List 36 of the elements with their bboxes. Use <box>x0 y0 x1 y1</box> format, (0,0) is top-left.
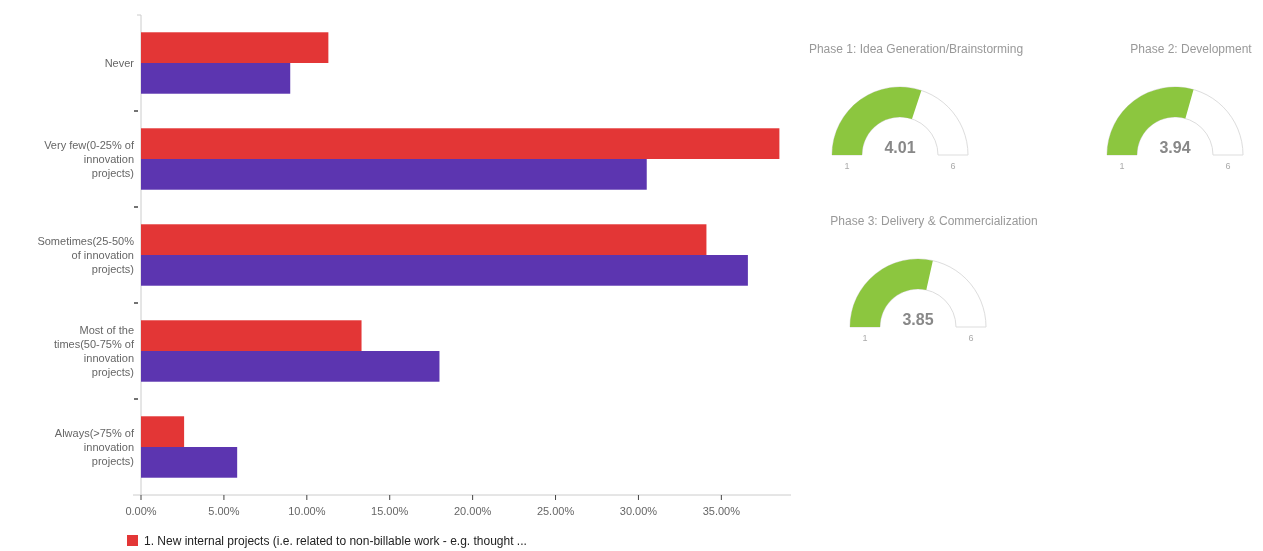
y-tick-label: Sometimes(25-50% of innovation projects) <box>37 234 135 275</box>
bar <box>141 63 291 94</box>
y-tick-label: Always(>75% of innovation projects) <box>54 426 135 467</box>
text: 1 <box>862 333 868 343</box>
text: 1 <box>844 161 850 171</box>
bar <box>141 32 329 63</box>
legend-label: 1. New internal projects (i.e. related to non-billable work - e.g. thought ... <box>144 534 527 548</box>
text: 6 <box>1225 161 1231 171</box>
data-label: 3.94 <box>1159 139 1191 156</box>
x-tick-label: 0.00% <box>125 505 157 517</box>
bar <box>141 416 185 447</box>
x-tick-label: 5.00% <box>208 505 240 517</box>
x-tick-label: 35.00% <box>702 505 741 517</box>
y-tick-label: Most of the times(50-75% of innovation projects) <box>53 323 135 378</box>
bar <box>141 224 707 255</box>
bar <box>141 255 748 286</box>
x-tick-label: 10.00% <box>288 505 326 517</box>
bar <box>141 320 362 351</box>
text: Phase 1: Idea Generation/Brainstorming <box>808 42 1024 56</box>
x-tick-label: 30.00% <box>619 505 658 517</box>
x-tick-label: 25.00% <box>536 505 575 517</box>
y-tick-label: Very few(0-25% of innovation projects) <box>44 138 135 179</box>
text: 6 <box>968 333 974 343</box>
data-label: 4.01 <box>884 139 916 156</box>
bar <box>141 128 780 159</box>
text: 1 <box>1119 161 1125 171</box>
bar <box>141 447 238 478</box>
text: Phase 3: Delivery & Commercialization <box>830 214 1038 228</box>
bar <box>141 159 647 190</box>
x-tick-label: 20.00% <box>453 505 492 517</box>
text: 6 <box>950 161 956 171</box>
bar <box>141 351 440 382</box>
x-tick-label: 15.00% <box>371 505 409 517</box>
text: Phase 2: Development <box>1130 42 1253 56</box>
y-tick-label: Never <box>104 56 135 69</box>
data-label: 3.85 <box>902 311 934 328</box>
